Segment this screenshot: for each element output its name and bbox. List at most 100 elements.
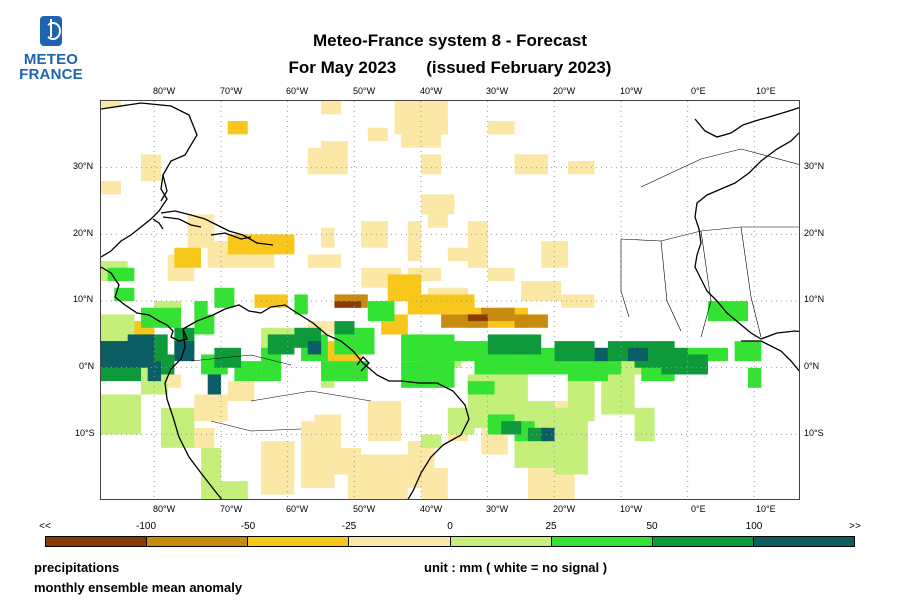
anomaly-cell: [467, 381, 495, 395]
anomaly-cell: [514, 314, 548, 328]
anomaly-cell: [221, 481, 248, 499]
anomaly-cell: [101, 181, 122, 195]
anomaly-cell: [101, 341, 128, 368]
lat-tick-left: 10°N: [73, 294, 94, 304]
colorbar-label: -25: [341, 521, 357, 532]
colorbar-segment: [551, 537, 653, 546]
anomaly-cell: [307, 341, 322, 355]
anomaly-cell: [407, 221, 422, 262]
anomaly-cell: [334, 301, 362, 308]
map-canvas: [101, 101, 799, 499]
colorbar-segment: [248, 537, 350, 546]
coast-africa-north: [694, 132, 799, 340]
anomaly-cell: [407, 294, 475, 315]
colorbar-segment: [147, 537, 249, 546]
anomaly-cell: [421, 467, 448, 499]
lon-tick-top: 40°W: [420, 86, 443, 96]
lon-tick-top: 10°W: [620, 86, 643, 96]
anomaly-cell: [227, 121, 248, 135]
lon-tick-bottom: 50°W: [353, 504, 376, 514]
anomaly-cell: [707, 301, 748, 322]
lon-tick-bottom: 30°W: [486, 504, 509, 514]
colorbar-label: 0: [447, 521, 453, 532]
lat-tick-right: 0°N: [804, 361, 820, 371]
lat-tick-left: 30°N: [73, 161, 94, 171]
colorbar-segment: [46, 537, 148, 546]
anomaly-cell: [294, 294, 308, 315]
anomaly-cell: [141, 307, 182, 328]
coast-iberia: [694, 106, 799, 138]
coast-cuba: [162, 216, 202, 228]
anomaly-cell: [194, 314, 215, 335]
issue-date: (issued February 2023): [426, 58, 612, 77]
anomaly-cell: [201, 447, 222, 499]
anomaly-cell: [334, 321, 355, 335]
anomaly-cell: [214, 347, 242, 368]
lat-tick-left: 10°S: [75, 428, 95, 438]
anomaly-cell: [261, 347, 282, 382]
anomaly-cell: [101, 394, 142, 435]
anomaly-cell: [474, 354, 535, 375]
anomaly-cell: [467, 314, 488, 322]
anomaly-cell: [307, 254, 342, 268]
anomaly-cell: [101, 101, 122, 108]
colorbar-segment: [753, 537, 854, 546]
colorbar-segment: [349, 537, 451, 546]
lon-tick-top: 70°W: [220, 86, 243, 96]
lat-tick-right: 30°N: [804, 161, 825, 171]
colorbar-segment: [450, 537, 552, 546]
lon-tick-bottom: 10°E: [756, 504, 776, 514]
lon-tick-bottom: 10°W: [620, 504, 643, 514]
anomaly-cell: [307, 147, 348, 175]
anomaly-cell: [334, 447, 362, 475]
coast-florida-gulf: [152, 174, 168, 230]
coast-africa-west: [741, 340, 799, 372]
anomaly-cell: [321, 101, 342, 115]
anomaly-cell: [207, 374, 222, 395]
anomaly-cell: [487, 267, 515, 282]
anomaly-cell: [194, 394, 228, 422]
coast-south-america: [182, 304, 470, 499]
anomaly-cell: [661, 347, 688, 375]
anomaly-cell: [514, 154, 548, 175]
colorbar-label: -50: [240, 521, 256, 532]
anomaly-cell: [487, 334, 542, 355]
anomaly-cell: [401, 334, 455, 362]
anomaly-cell: [561, 294, 595, 308]
lon-tick-top: 10°E: [756, 86, 776, 96]
anomaly-cell: [501, 421, 522, 435]
anomaly-cell: [367, 301, 395, 322]
anomaly-cell: [174, 247, 202, 268]
anomaly-cell: [734, 341, 762, 362]
lat-tick-left: 0°N: [79, 361, 95, 371]
coast-south-america-west: [164, 328, 223, 499]
lon-tick-bottom: 40°W: [420, 504, 443, 514]
lon-tick-top: 60°W: [286, 86, 309, 96]
anomaly-cell: [421, 154, 442, 175]
anomaly-cell: [367, 127, 388, 142]
anomaly-cell: [634, 407, 655, 442]
colorbar-label: 25: [545, 521, 557, 532]
anomaly-map: [100, 100, 800, 500]
anomaly-cell: [447, 247, 475, 262]
anomaly-cell: [747, 367, 762, 388]
anomaly-cell: [594, 347, 608, 362]
anomaly-cell: [627, 347, 648, 362]
coast-north-america: [101, 102, 198, 258]
lon-tick-bottom: 70°W: [220, 504, 243, 514]
meteo-france-logo-icon: [40, 16, 62, 46]
unit-note: unit : mm ( white = no signal ): [424, 560, 608, 575]
colorbar-label: -100: [135, 521, 157, 532]
anomaly-cell: [267, 334, 295, 355]
anomaly-cell: [261, 234, 295, 255]
anomaly-cell: [481, 307, 515, 322]
anomaly-cell: [361, 221, 388, 242]
anomaly-cell: [541, 241, 568, 268]
logo-text-line2: FRANCE: [19, 66, 83, 83]
lat-tick-right: 10°N: [804, 294, 825, 304]
map-title: Meteo-France system 8 - Forecast: [313, 31, 587, 50]
lat-tick-right: 20°N: [804, 228, 825, 238]
anomaly-cell: [321, 361, 368, 382]
anomaly-cell: [214, 287, 235, 308]
map-subtitle: For May 2023 (issued February 2023): [0, 58, 900, 78]
